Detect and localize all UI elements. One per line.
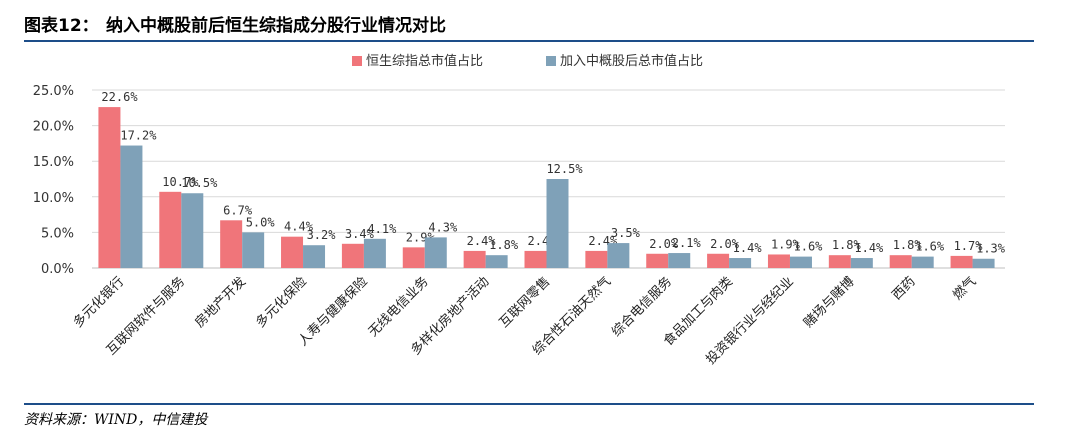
bar	[950, 255, 973, 268]
data-label: 3.2%	[307, 228, 337, 242]
x-tick-label: 赌场与赌博	[801, 274, 858, 331]
data-label: 3.4%	[345, 227, 375, 241]
x-tick-label: 房地产开发	[192, 274, 249, 331]
x-tick-label: 多元化银行	[70, 274, 127, 331]
bar	[767, 254, 790, 268]
x-tick-label: 无线电信业务	[365, 274, 431, 340]
figure-header: 图表12： 纳入中概股前后恒生综指成分股行业情况对比	[24, 6, 1034, 42]
figure-number: 图表12：	[24, 16, 99, 36]
data-label: 1.6%	[915, 240, 945, 254]
data-label: 1.4%	[733, 241, 763, 255]
bar	[159, 191, 182, 268]
bar	[463, 250, 486, 268]
legend-swatch	[546, 56, 556, 66]
bar	[242, 232, 265, 268]
y-tick-label: 25.0%	[33, 84, 74, 99]
data-label: 2.0%	[710, 237, 740, 251]
bar	[707, 253, 730, 268]
x-tick-label: 综合电信服务	[609, 274, 675, 340]
data-label: 10.7%	[162, 175, 199, 189]
data-label: 4.1%	[367, 222, 397, 236]
bar	[911, 256, 934, 268]
y-tick-label: 15.0%	[33, 155, 74, 170]
bar	[220, 220, 243, 268]
figure-title: 纳入中概股前后恒生综指成分股行业情况对比	[106, 16, 446, 36]
data-label: 22.6%	[101, 90, 138, 104]
bar	[98, 107, 121, 268]
bar-chart: 0.0% 5.0% 10.0% 15.0% 20.0% 25.0% 恒生综指总市值占比 加入中…	[33, 53, 1006, 368]
data-label: 3.5%	[611, 226, 641, 240]
bar	[424, 237, 447, 268]
data-label: 10.5%	[181, 176, 218, 190]
x-tick-label: 燃气	[950, 274, 980, 304]
data-label: 4.4%	[284, 220, 314, 234]
data-label: 1.3%	[976, 242, 1006, 256]
bar	[668, 253, 691, 268]
x-tick-label: 多元化保险	[253, 274, 310, 331]
data-label: 1.4%	[854, 241, 884, 255]
data-label: 5.0%	[246, 215, 276, 229]
x-tick-label: 西药	[890, 274, 919, 303]
data-label: 17.2%	[120, 129, 157, 143]
data-label: 1.8%	[489, 238, 519, 252]
bar	[303, 245, 326, 268]
data-label: 1.8%	[893, 238, 923, 252]
y-tick-label: 5.0%	[41, 226, 74, 241]
legend-label: 加入中概股后总市值占比	[560, 53, 703, 69]
bar	[646, 253, 669, 268]
bar	[341, 243, 364, 268]
data-label: 6.7%	[223, 203, 253, 217]
y-tick-label: 20.0%	[33, 120, 74, 135]
data-label: 1.6%	[794, 240, 824, 254]
bar	[850, 258, 873, 268]
bar	[524, 250, 547, 268]
data-label: 2.4%	[467, 234, 497, 248]
data-label: 2.0%	[649, 237, 679, 251]
y-tick-label: 0.0%	[41, 262, 74, 277]
bar	[585, 250, 608, 268]
bar	[363, 238, 386, 268]
data-label: 12.5%	[546, 162, 583, 176]
bar	[789, 256, 812, 268]
bar	[485, 255, 508, 268]
data-label: 1.7%	[954, 239, 984, 253]
bar	[281, 236, 304, 268]
bar	[972, 258, 995, 268]
bar	[402, 247, 425, 268]
y-tick-label: 10.0%	[33, 191, 74, 206]
bar	[607, 243, 630, 268]
legend-label: 恒生综指总市值占比	[366, 53, 483, 69]
data-label: 2.1%	[672, 236, 702, 250]
source-note: 资料来源：WIND，中信建投	[24, 412, 208, 428]
data-label: 1.9%	[771, 237, 801, 251]
bar	[546, 179, 569, 268]
bar	[889, 255, 912, 268]
bar	[729, 258, 752, 268]
data-label: 4.3%	[428, 220, 458, 234]
legend-swatch	[352, 56, 362, 66]
bar	[181, 193, 204, 268]
footer-rule	[24, 403, 1034, 405]
data-label: 1.8%	[832, 238, 862, 252]
x-tick-label: 互联网零售	[496, 274, 553, 331]
bar	[120, 145, 143, 268]
bar	[828, 255, 851, 268]
